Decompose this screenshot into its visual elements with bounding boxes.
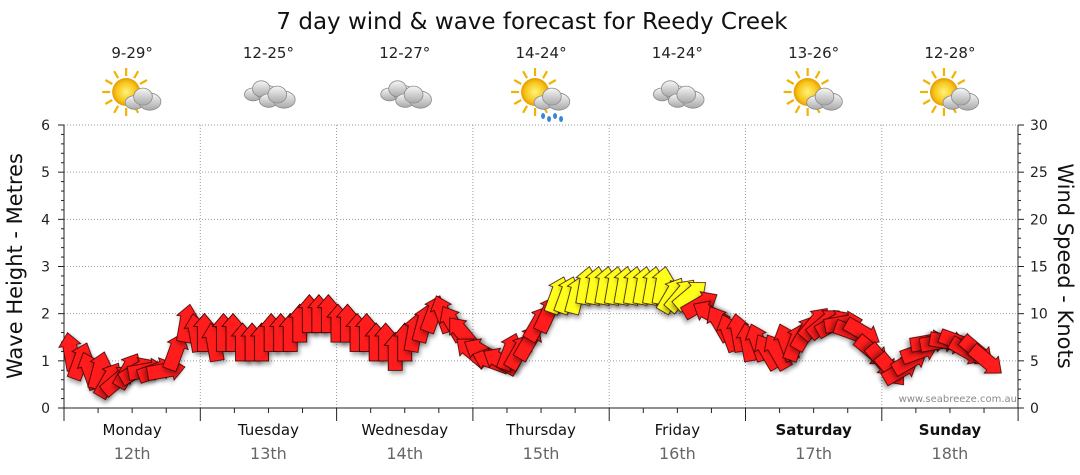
x-day-name: Sunday: [919, 421, 982, 439]
sun-ray: [548, 79, 557, 85]
x-day-date: 15th: [523, 444, 560, 463]
cloud-part: [267, 85, 288, 104]
x-day-name: Saturday: [775, 421, 852, 439]
x-day-name: Thursday: [505, 421, 576, 439]
cloud-shape: [395, 85, 432, 109]
sun-ray: [104, 79, 113, 85]
y-left-tick-label: 5: [41, 165, 50, 181]
x-axis-labels: Monday 12th Tuesday 13th Wednesday 14th Thursd…: [103, 421, 982, 463]
sun-ray: [513, 99, 522, 105]
temperature-range: 9-29°: [111, 44, 153, 62]
x-day-name: Wednesday: [361, 421, 448, 439]
cloud-part: [403, 85, 424, 104]
sun-ray: [814, 70, 821, 79]
sun-ray: [113, 105, 120, 114]
cloud-icon: [380, 80, 432, 109]
cloud-shape: [806, 87, 843, 111]
cloud-part: [951, 87, 971, 106]
y-left-tick-label: 1: [41, 354, 50, 370]
sun-ray: [950, 70, 957, 79]
cloud-shape: [942, 87, 980, 111]
sun-ray: [542, 70, 549, 79]
cloud-shape: [259, 85, 296, 109]
x-day-date: 16th: [659, 444, 696, 463]
temperature-range: 14-24°: [652, 44, 703, 62]
y-right-tick-label: 20: [1030, 212, 1048, 228]
sun-ray: [522, 70, 529, 79]
sun-ray: [133, 70, 140, 79]
x-day-date: 13th: [250, 444, 287, 463]
y-left-tick-label: 0: [41, 401, 50, 417]
sun-ray: [794, 105, 801, 114]
y-right-tick-label: 15: [1030, 260, 1048, 276]
sun-ray: [104, 99, 113, 105]
y-left-tick-label: 6: [41, 118, 50, 134]
sun-ray: [794, 70, 801, 79]
y-right-tick-label: 5: [1030, 354, 1039, 370]
temperature-range: 14-24°: [516, 44, 567, 62]
cloud-part: [133, 87, 153, 106]
y-axis-left-title: Wave Height - Metres: [3, 153, 27, 379]
x-day-name: Tuesday: [237, 421, 299, 439]
x-day-name: Friday: [655, 421, 701, 439]
sun-ray: [820, 79, 829, 85]
partly-cloudy-icon: [919, 68, 980, 116]
x-day-date: 12th: [114, 444, 151, 463]
sun-ray: [930, 70, 937, 79]
sun-ray: [922, 79, 931, 85]
wind-arrow: [162, 332, 189, 373]
partly-cloudy-icon: [102, 68, 162, 116]
x-day-name: Monday: [103, 421, 162, 439]
y-left-tick-label: 4: [41, 212, 50, 228]
x-day-date: 14th: [386, 444, 423, 463]
sun-ray: [513, 79, 522, 85]
y-left-tick-label: 3: [41, 260, 50, 276]
cloud-shape: [124, 87, 162, 111]
x-day-date: 18th: [932, 444, 969, 463]
temperature-range: 13-26°: [788, 44, 839, 62]
sun-ray: [922, 99, 931, 105]
cloud-icon: [244, 80, 296, 109]
rain-icon: [511, 68, 571, 122]
sun-ray: [113, 70, 120, 79]
y-right-tick-label: 0: [1030, 401, 1039, 417]
rain-drop: [547, 116, 552, 122]
x-day-date: 17th: [795, 444, 832, 463]
y-axis-right-title: Wind Speed - Knots: [1053, 163, 1077, 368]
cloud-part: [542, 87, 562, 106]
rain-drop: [559, 116, 564, 122]
sun-ray: [522, 105, 529, 114]
wind-arrows: [58, 266, 1002, 401]
y-left-tick-label: 2: [41, 307, 50, 323]
cloud-part: [814, 87, 835, 106]
y-right-tick-label: 25: [1030, 165, 1048, 181]
credit-text: www.seabreeze.com.au: [899, 394, 1017, 405]
temperature-range: 12-25°: [243, 44, 294, 62]
temperature-range: 12-28°: [924, 44, 975, 62]
cloud-shape: [667, 85, 705, 109]
sun-ray: [139, 79, 148, 85]
sun-ray: [930, 105, 937, 114]
sun-ray: [957, 79, 966, 85]
rain-drop: [553, 113, 558, 119]
cloud-icon: [652, 80, 705, 109]
cloud-part: [676, 85, 696, 104]
partly-cloudy-icon: [783, 68, 843, 116]
y-right-tick-label: 30: [1030, 118, 1048, 134]
cloud-shape: [533, 87, 571, 111]
cloud-shape: [652, 80, 688, 102]
rain-drop: [541, 113, 546, 119]
chart-title: 7 day wind & wave forecast for Reedy Cre…: [276, 9, 788, 35]
wind-arrow: [967, 342, 1002, 374]
grid-lines: [64, 124, 1018, 408]
sun-ray: [786, 99, 795, 105]
weather-row: 9-29° 12-25° 12-27° 14-24° 14-24° 13-26° 12-28…: [102, 44, 980, 122]
axes: 0 1 2 3 4 5 6 0 5 10 15 20 25 30: [41, 118, 1048, 421]
temperature-range: 12-27°: [379, 44, 430, 62]
y-right-tick-label: 10: [1030, 307, 1048, 323]
sun-ray: [786, 79, 795, 85]
